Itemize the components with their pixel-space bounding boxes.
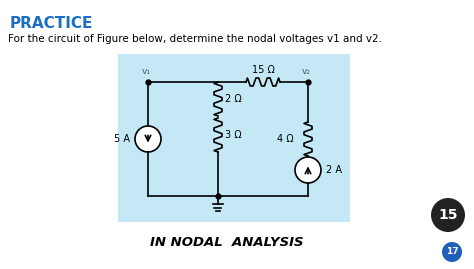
Text: 15 Ω: 15 Ω: [252, 65, 274, 75]
Text: 2 Ω: 2 Ω: [225, 94, 242, 104]
Text: IN NODAL  ANALYSIS: IN NODAL ANALYSIS: [150, 235, 304, 249]
Circle shape: [442, 242, 462, 262]
Text: v₁: v₁: [142, 67, 151, 76]
Circle shape: [431, 198, 465, 232]
Circle shape: [295, 157, 321, 183]
Text: 2 A: 2 A: [326, 165, 342, 175]
Bar: [118, 54, 350, 222]
Text: 4 Ω: 4 Ω: [277, 134, 294, 144]
Text: 5 A: 5 A: [114, 134, 130, 144]
Circle shape: [135, 126, 161, 152]
Text: For the circuit of Figure below, determine the nodal voltages v1 and v2.: For the circuit of Figure below, determi…: [8, 34, 382, 44]
Text: 15: 15: [438, 208, 458, 222]
Text: PRACTICE: PRACTICE: [10, 16, 93, 31]
Text: 3 Ω: 3 Ω: [225, 130, 242, 140]
Text: v₂: v₂: [301, 67, 310, 76]
Text: 17: 17: [446, 247, 458, 257]
